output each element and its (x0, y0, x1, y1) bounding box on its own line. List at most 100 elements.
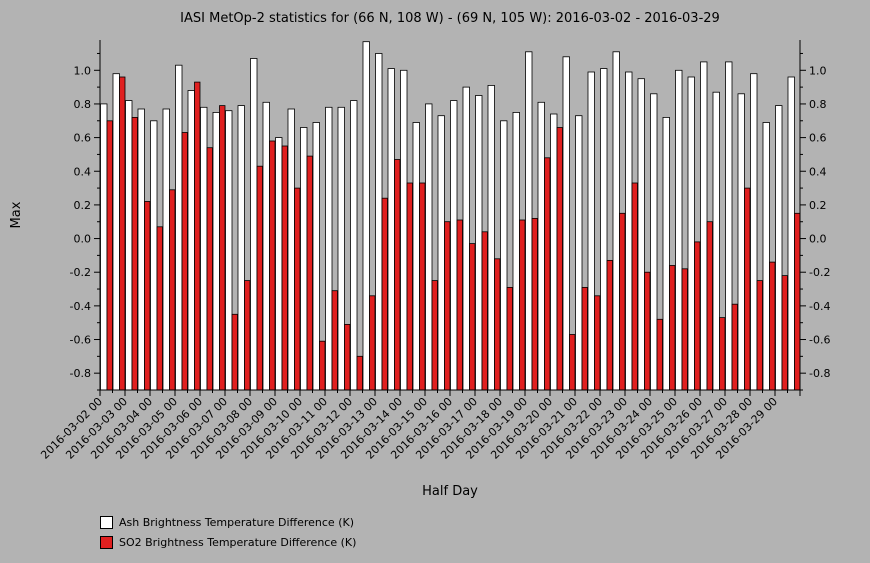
bar-ash (512, 112, 520, 391)
bar-so2 (581, 286, 588, 391)
bar-ash (200, 106, 208, 391)
bar-ash (612, 51, 620, 391)
bar-ash (500, 120, 508, 391)
legend-label-ash: Ash Brightness Temperature Difference (K… (119, 515, 354, 529)
bar-so2 (419, 182, 426, 391)
bar-ash (287, 108, 295, 391)
bar-so2 (706, 221, 713, 391)
bar-so2 (481, 231, 488, 391)
bar-so2 (594, 295, 601, 391)
bar-so2 (781, 275, 788, 391)
y-tick-label-left: -0.6 (70, 334, 91, 347)
y-tick-label-right: 0.2 (809, 199, 827, 212)
y-tick-label-right: -0.2 (809, 266, 830, 279)
bar-ash (375, 53, 383, 391)
bar-so2 (306, 155, 313, 391)
bar-so2 (631, 182, 638, 391)
bar-so2 (356, 355, 363, 391)
plot-area: -0.8 -0.8 -0.6 -0.6 -0.4 -0.4 -0.2 -0.2 0.0 0.0 0.… (38, 40, 830, 462)
bar-so2 (119, 76, 126, 391)
bar-ash (325, 106, 333, 391)
bar-ash (487, 85, 495, 391)
y-axis-title: Max (9, 201, 24, 228)
bar-ash (225, 110, 233, 391)
bar-ash (212, 112, 220, 391)
bar-ash (575, 115, 583, 391)
bar-so2 (219, 105, 226, 391)
bar-so2 (431, 280, 438, 391)
y-tick-label-left: 1.0 (74, 64, 92, 77)
bar-ash (775, 105, 783, 391)
bar-ash (150, 120, 158, 391)
bar-ash (112, 73, 120, 391)
legend-swatch-so2 (100, 535, 113, 549)
bar-ash (675, 69, 683, 391)
bar-so2 (156, 226, 163, 391)
bar-so2 (519, 219, 526, 391)
y-tick-label-left: 0.8 (74, 98, 92, 111)
bar-so2 (756, 280, 763, 391)
bar-ash (662, 117, 670, 391)
bar-so2 (744, 187, 751, 391)
bar-ash (650, 93, 658, 391)
bar-so2 (206, 147, 213, 391)
y-tick-label-left: 0.4 (74, 165, 92, 178)
bar-ash (637, 78, 645, 391)
bar-ash (762, 122, 770, 391)
bar-ash (712, 91, 720, 391)
y-tick-label-right: 0.8 (809, 98, 827, 111)
legend: Ash Brightness Temperature Difference (K… (100, 512, 356, 552)
bar-ash (350, 100, 358, 391)
bar-so2 (769, 261, 776, 391)
legend-item-ash: Ash Brightness Temperature Difference (K… (100, 512, 356, 532)
bar-so2 (256, 165, 263, 391)
bar-so2 (569, 334, 576, 391)
bar-so2 (319, 340, 326, 391)
y-tick-label-right: -0.4 (809, 300, 830, 313)
bar-so2 (719, 317, 726, 391)
bar-so2 (444, 221, 451, 391)
bar-ash (587, 71, 595, 391)
bar-so2 (606, 259, 613, 391)
bar-ash (162, 108, 170, 391)
bar-ash (300, 127, 308, 391)
bar-so2 (181, 132, 188, 391)
bar-ash (450, 100, 458, 391)
bar-ash (462, 86, 470, 391)
bar-so2 (131, 117, 138, 391)
y-tick-label-right: 0.4 (809, 165, 827, 178)
y-tick-label-right: -0.6 (809, 334, 830, 347)
bar-so2 (494, 258, 501, 391)
bar-so2 (556, 127, 563, 391)
legend-item-so2: SO2 Brightness Temperature Difference (K… (100, 532, 356, 552)
bar-ash (125, 100, 133, 391)
bar-ash (537, 101, 545, 391)
y-tick-label-left: 0.0 (74, 233, 92, 246)
bar-ash (275, 137, 283, 391)
bar-so2 (669, 265, 676, 391)
y-tick-label-left: -0.8 (70, 367, 91, 380)
bar-so2 (731, 303, 738, 391)
bar-so2 (344, 323, 351, 391)
bar-ash (437, 115, 445, 391)
bar-so2 (244, 280, 251, 391)
bar-so2 (394, 159, 401, 391)
x-axis-title: Half Day (422, 484, 478, 499)
bar-so2 (469, 243, 476, 391)
bar-so2 (656, 318, 663, 391)
bar-ash (425, 103, 433, 391)
bar-ash (337, 106, 345, 391)
y-tick-label-right: 0.6 (809, 132, 827, 145)
bar-so2 (144, 201, 151, 391)
y-tick-label-right: -0.8 (809, 367, 830, 380)
bar-ash (787, 76, 795, 391)
bar-ash (412, 122, 420, 391)
bar-ash (700, 61, 708, 391)
bar-ash (187, 90, 195, 391)
bar-so2 (644, 271, 651, 391)
bar-ash (550, 113, 558, 391)
bar-ash (250, 58, 258, 391)
bar-so2 (619, 212, 626, 391)
bar-so2 (506, 286, 513, 391)
